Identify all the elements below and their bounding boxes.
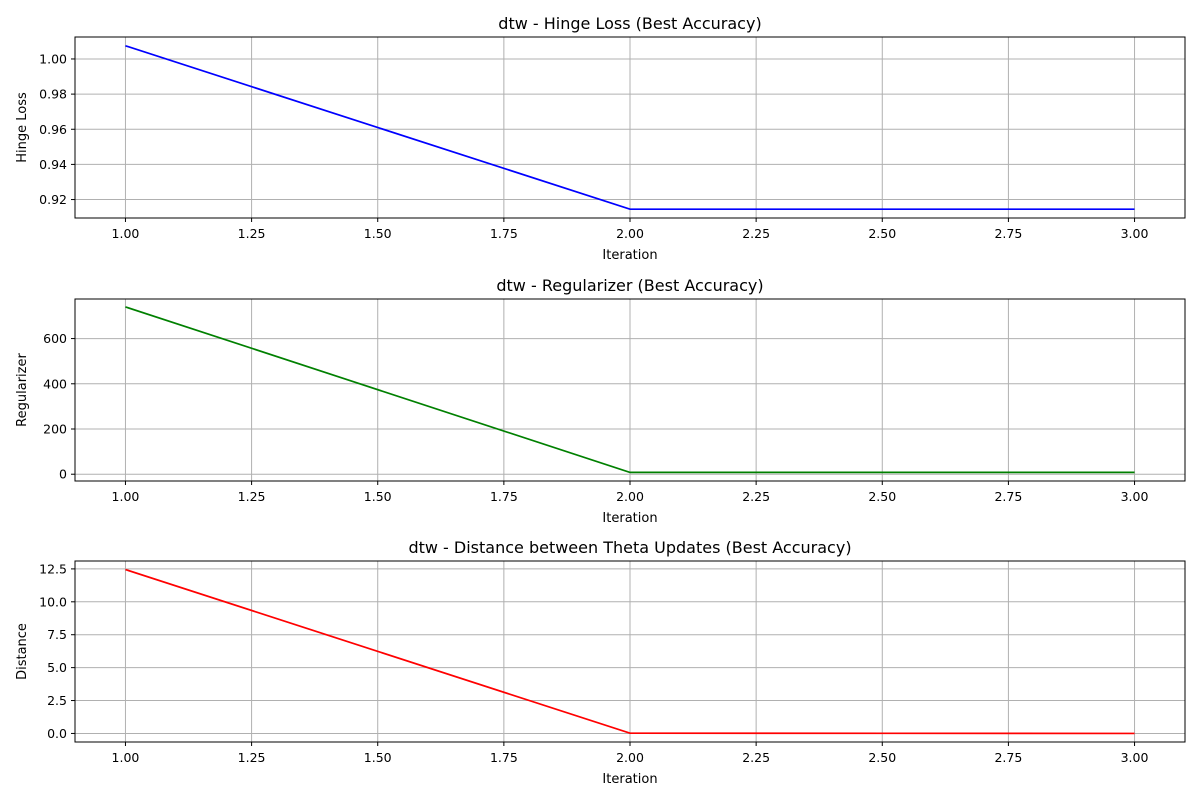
y-tick-label: 1.00 <box>39 51 67 66</box>
y-tick-label: 5.0 <box>47 660 67 675</box>
x-axis-label: Iteration <box>602 772 657 787</box>
x-tick-label: 1.75 <box>490 489 518 504</box>
x-tick-label: 1.00 <box>112 226 140 241</box>
chart-title: dtw - Distance between Theta Updates (Be… <box>408 538 851 557</box>
x-tick-label: 2.00 <box>616 489 644 504</box>
y-tick-label: 0.92 <box>39 192 67 207</box>
x-tick-label: 1.50 <box>364 750 392 765</box>
x-axis-label: Iteration <box>602 511 657 526</box>
chart-panel-3: 1.00 1.25 1.50 1.75 2.00 2.25 2.50 2.75 3.00 0.0 2… <box>15 538 1186 787</box>
y-tick-label: 2.5 <box>47 693 67 708</box>
chart-panel-2: 1.00 1.25 1.50 1.75 2.00 2.25 2.50 2.75 3.00 0 200… <box>15 276 1186 526</box>
x-tick-label: 1.25 <box>238 489 266 504</box>
x-tick-label: 2.25 <box>742 489 770 504</box>
y-tick-label: 0.98 <box>39 87 67 102</box>
chart-panel-1: 1.00 1.25 1.50 1.75 2.00 2.25 2.50 2.75 3.00 0.92… <box>15 14 1186 263</box>
x-axis-label: Iteration <box>602 248 657 263</box>
y-tick-label: 12.5 <box>39 561 67 576</box>
y-tick-label: 400 <box>43 376 67 391</box>
y-axis-label: Hinge Loss <box>15 92 30 163</box>
x-tick-label: 2.25 <box>742 750 770 765</box>
y-tick-label: 0.94 <box>39 157 67 172</box>
y-tick-label: 0.96 <box>39 122 67 137</box>
y-tick-label: 7.5 <box>47 627 67 642</box>
x-tick-label: 1.25 <box>238 750 266 765</box>
y-axis-label: Distance <box>15 623 30 680</box>
series-line <box>125 306 1135 474</box>
series-line <box>125 568 1135 735</box>
x-tick-label: 1.00 <box>112 750 140 765</box>
x-tick-label: 2.25 <box>742 226 770 241</box>
series-line <box>125 44 1135 211</box>
x-tick-label: 2.75 <box>994 489 1022 504</box>
x-tick-label: 2.75 <box>994 750 1022 765</box>
x-tick-label: 2.50 <box>868 489 896 504</box>
x-tick-label: 1.75 <box>490 226 518 241</box>
chart-title: dtw - Regularizer (Best Accuracy) <box>496 276 763 295</box>
x-tick-label: 1.25 <box>238 226 266 241</box>
x-tick-label: 1.50 <box>364 226 392 241</box>
y-tick-label: 0 <box>59 467 67 482</box>
x-tick-label: 2.50 <box>868 226 896 241</box>
x-tick-label: 3.00 <box>1121 489 1149 504</box>
x-tick-label: 2.00 <box>616 226 644 241</box>
y-tick-label: 0.0 <box>47 726 67 741</box>
chart-title: dtw - Hinge Loss (Best Accuracy) <box>498 14 761 33</box>
x-tick-label: 3.00 <box>1121 750 1149 765</box>
x-tick-label: 1.50 <box>364 489 392 504</box>
x-tick-label: 1.00 <box>112 489 140 504</box>
x-tick-label: 2.75 <box>994 226 1022 241</box>
y-tick-label: 600 <box>43 331 67 346</box>
x-tick-label: 1.75 <box>490 750 518 765</box>
x-tick-label: 3.00 <box>1121 226 1149 241</box>
x-tick-label: 2.50 <box>868 750 896 765</box>
y-tick-label: 200 <box>43 422 67 437</box>
y-tick-label: 10.0 <box>39 594 67 609</box>
y-axis-label: Regularizer <box>15 353 30 427</box>
x-tick-label: 2.00 <box>616 750 644 765</box>
